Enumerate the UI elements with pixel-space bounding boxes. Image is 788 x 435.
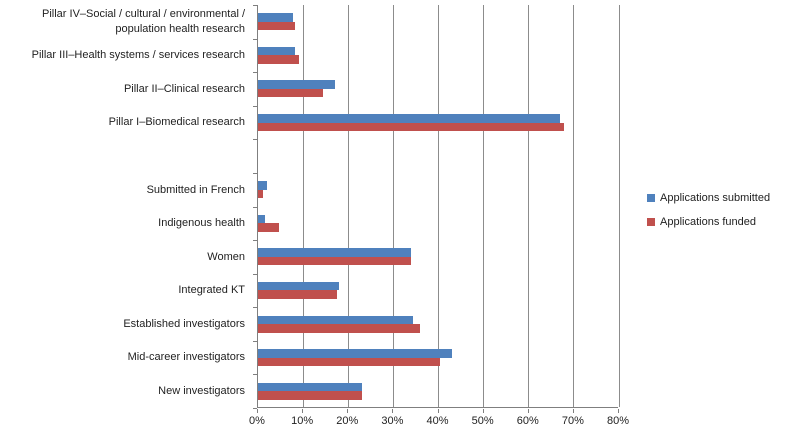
x-tick-mark <box>618 409 619 413</box>
x-tick-label: 80% <box>606 415 630 427</box>
x-tick-mark <box>392 409 394 413</box>
category-row <box>258 72 618 106</box>
category-label: Pillar III–Health systems / services res… <box>31 49 245 62</box>
bar-applications-submitted <box>258 349 452 358</box>
gridline <box>438 5 439 407</box>
bar-applications-funded <box>258 88 324 98</box>
legend-label: Applications funded <box>660 216 757 228</box>
bar-applications-funded <box>258 256 411 266</box>
category-label <box>0 139 251 173</box>
bar-applications-submitted <box>258 248 411 257</box>
category-row <box>258 139 618 173</box>
x-tick-label: 30% <box>381 415 404 427</box>
gridline <box>392 5 394 407</box>
category-row <box>258 341 618 375</box>
bar-applications-submitted <box>258 214 265 224</box>
gridline <box>347 5 349 407</box>
category-row <box>258 106 618 140</box>
category-row <box>258 374 618 408</box>
bar-applications-submitted <box>258 382 362 392</box>
x-tick-mark <box>257 409 258 413</box>
legend-swatch-applications-funded <box>647 218 655 226</box>
bar-applications-funded <box>258 391 362 400</box>
gridline <box>528 5 530 407</box>
y-tick-mark <box>253 307 257 309</box>
y-tick-mark <box>253 139 257 141</box>
bar-applications-funded <box>258 290 337 299</box>
y-tick-mark <box>253 408 257 409</box>
y-tick-mark <box>253 273 257 275</box>
bar-applications-submitted <box>258 114 560 123</box>
category-label: Mid-career investigators <box>127 351 245 364</box>
bar-applications-funded <box>258 122 564 132</box>
x-tick-label: 0% <box>249 415 265 427</box>
bar-applications-funded <box>258 21 296 31</box>
category-label: Integrated KT <box>178 284 245 297</box>
x-tick-label: 60% <box>516 415 539 427</box>
bar-applications-submitted <box>258 46 296 56</box>
bar-applications-funded <box>258 55 300 64</box>
y-tick-mark <box>253 105 257 107</box>
category-label: Pillar II–Clinical research <box>123 82 245 95</box>
bar-applications-submitted <box>258 315 414 325</box>
bar-applications-submitted <box>258 281 339 291</box>
y-tick-mark <box>253 72 257 74</box>
x-tick-mark <box>347 409 349 413</box>
category-row <box>258 207 618 241</box>
y-tick-mark <box>253 206 257 208</box>
plot-area <box>257 5 620 408</box>
gridline <box>573 5 575 407</box>
legend-swatch-applications-submitted <box>647 194 655 202</box>
x-tick-label: 50% <box>471 415 494 427</box>
gridline <box>618 5 620 407</box>
bar-applications-funded <box>258 357 441 367</box>
y-tick-mark <box>253 38 257 40</box>
category-label: Established investigators <box>123 317 245 330</box>
bar-applications-submitted <box>258 80 335 89</box>
legend-label: Applications submitted <box>660 192 771 204</box>
x-tick-label: 20% <box>336 415 359 427</box>
x-tick-mark <box>572 409 574 413</box>
category-label: Women <box>207 250 245 263</box>
category-row <box>258 307 618 341</box>
legend: Applications submitted Applications funde… <box>647 192 770 228</box>
category-row <box>258 5 618 39</box>
y-tick-mark <box>253 172 257 174</box>
bar-applications-funded <box>258 223 280 232</box>
x-tick-label: 10% <box>291 415 314 427</box>
x-tick-label: 70% <box>561 415 584 427</box>
category-row <box>258 274 618 308</box>
legend-item-applications-submitted: Applications submitted <box>647 192 770 204</box>
gridline <box>302 5 304 407</box>
x-tick-mark <box>437 409 439 413</box>
y-tick-mark <box>253 374 257 376</box>
x-tick-mark <box>527 409 529 413</box>
y-tick-mark <box>253 340 257 342</box>
gridline <box>483 5 485 407</box>
x-tick-mark <box>482 409 484 413</box>
category-row <box>258 240 618 274</box>
x-tick-mark <box>302 409 304 413</box>
category-label: Pillar I–Biomedical research <box>108 116 245 129</box>
bar-applications-submitted <box>258 181 267 190</box>
category-label: Submitted in French <box>146 183 245 196</box>
category-label: Indigenous health <box>158 217 245 230</box>
bar-applications-funded <box>258 324 420 333</box>
y-tick-mark <box>253 5 257 6</box>
y-tick-mark <box>253 240 257 242</box>
category-row <box>258 39 618 73</box>
bar-applications-funded <box>258 189 263 199</box>
category-label: Pillar IV–Social / cultural / environmen… <box>42 8 245 35</box>
category-label: New investigators <box>158 385 245 398</box>
bar-applications-submitted <box>258 13 294 22</box>
category-row <box>258 173 618 207</box>
legend-item-applications-funded: Applications funded <box>647 216 770 228</box>
x-tick-label: 40% <box>426 415 449 427</box>
